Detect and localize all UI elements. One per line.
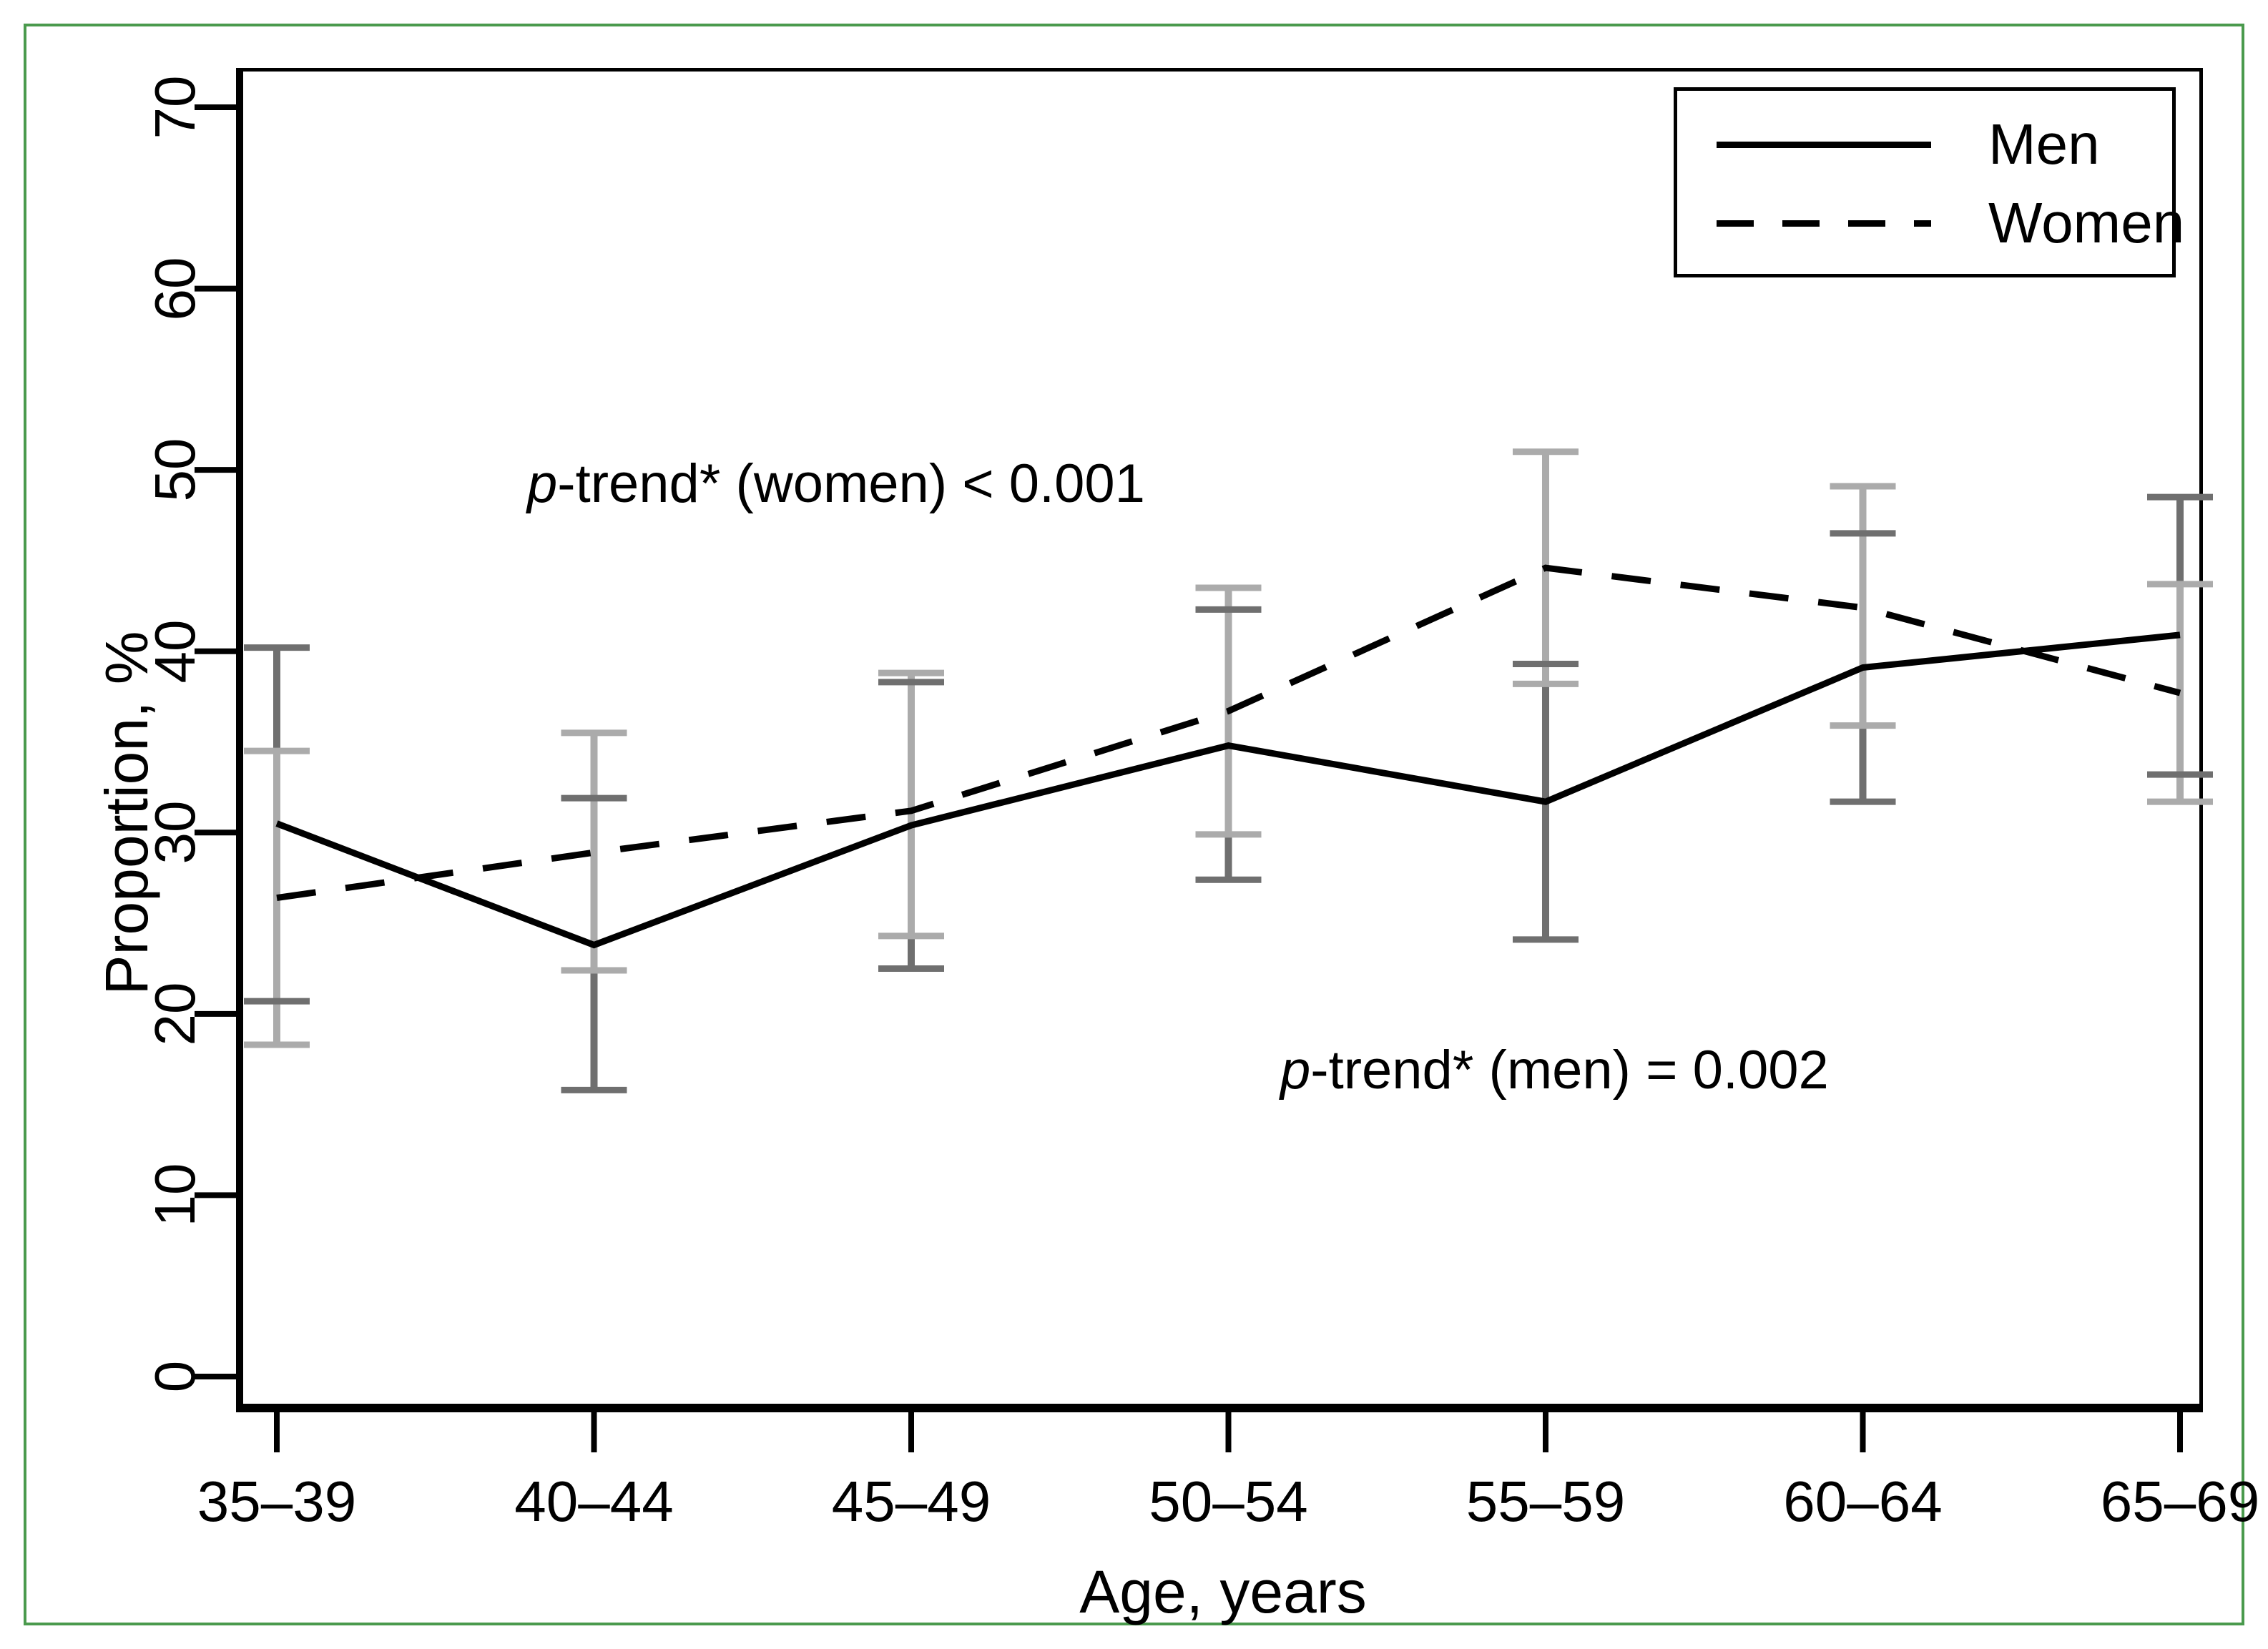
- legend: Men Women: [1674, 87, 2184, 277]
- legend-label-men: Men: [1988, 112, 2100, 176]
- y-tick-label: 10: [143, 1163, 207, 1227]
- x-tick-label: 35–39: [197, 1470, 357, 1533]
- legend-label-women: Women: [1988, 191, 2185, 255]
- legend-item-women: Women: [1717, 191, 2184, 255]
- y-tick-label: 50: [143, 438, 207, 502]
- y-tick-label: 0: [143, 1360, 207, 1393]
- y-tick-label: 60: [143, 257, 207, 321]
- x-tick-label: 50–54: [1149, 1470, 1308, 1533]
- x-tick-label: 65–69: [2100, 1470, 2260, 1533]
- x-axis-title: Age, years: [1079, 1558, 1367, 1625]
- annotation-men-text: -trend* (men) = 0.002: [1310, 1040, 1829, 1101]
- p-trend-women-annotation: p-trend* (women) < 0.001: [527, 452, 1145, 516]
- annotation-women-text: -trend* (women) < 0.001: [557, 453, 1145, 514]
- y-axis-title: Proportion, %: [92, 631, 160, 995]
- figure-border: [24, 24, 2244, 1625]
- women-dashed-line-sample: [1717, 220, 1931, 227]
- p-trend-men-annotation: p-trend* (men) = 0.002: [1280, 1038, 1829, 1103]
- plot-area: [236, 68, 2203, 1412]
- men-solid-line-sample: [1717, 141, 1931, 148]
- annotation-women-italic-p: p: [527, 453, 558, 514]
- legend-item-men: Men: [1717, 112, 2100, 177]
- x-tick-label: 45–49: [831, 1470, 991, 1533]
- annotation-men-italic-p: p: [1280, 1040, 1311, 1101]
- x-tick-label: 55–59: [1466, 1470, 1626, 1533]
- x-tick-label: 60–64: [1783, 1470, 1943, 1533]
- x-tick-label: 40–44: [514, 1470, 674, 1533]
- y-tick-label: 70: [143, 75, 207, 139]
